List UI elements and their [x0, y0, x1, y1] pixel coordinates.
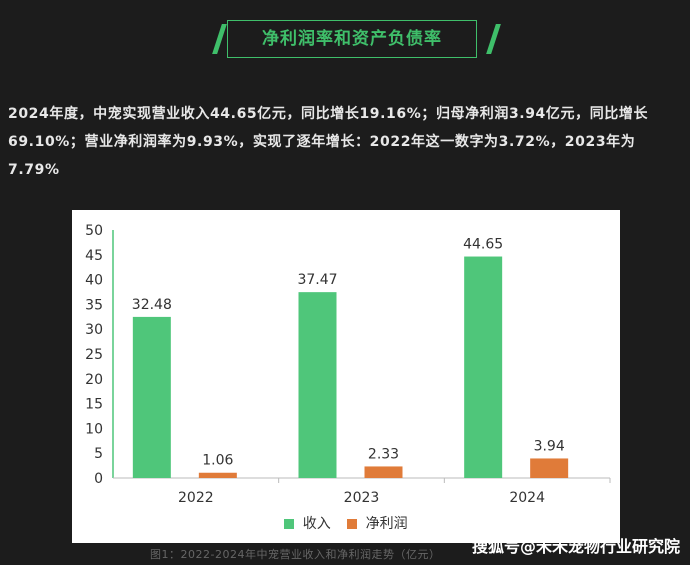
banner-frame — [227, 20, 477, 58]
y-tick-label: 40 — [85, 273, 103, 289]
chart-legend: 收入 净利润 — [72, 513, 620, 533]
chart-card: 0 5 10 15 20 25 30 35 40 45 50 2022 32.48 1.06 2023 37.… — [72, 210, 620, 543]
x-tick-label: 2022 — [178, 490, 214, 506]
y-tick-label: 10 — [85, 421, 103, 437]
profit-bar — [198, 472, 237, 478]
revenue-value-label: 32.48 — [132, 297, 172, 313]
profit-value-label: 2.33 — [368, 446, 399, 462]
left-slash-decoration — [212, 24, 227, 54]
legend-item-profit: 净利润 — [347, 513, 408, 533]
figure-caption: 图1：2022-2024年中宠营业收入和净利润走势（亿元） — [150, 548, 441, 561]
y-tick-label: 45 — [85, 248, 103, 264]
profit-value-label: 1.06 — [202, 453, 233, 469]
y-tick-label: 25 — [85, 347, 103, 363]
x-tick-label: 2023 — [344, 490, 380, 506]
section-title: 净利润率和资产负债率 — [262, 29, 442, 49]
intro-paragraph: 2024年度，中宠实现营业收入44.65亿元，同比增长19.16%；归母净利润3… — [8, 106, 649, 178]
legend-label-revenue: 收入 — [302, 516, 331, 532]
profit-bar — [530, 458, 569, 478]
y-tick-label: 50 — [85, 223, 103, 239]
source-watermark: 搜狐号@禾禾宠物行业研究院 — [471, 537, 680, 556]
legend-item-revenue: 收入 — [284, 513, 331, 533]
x-tick-label: 2024 — [509, 490, 545, 506]
y-tick-label: 0 — [94, 471, 103, 487]
legend-swatch-profit — [347, 519, 358, 529]
legend-swatch-revenue — [284, 519, 295, 529]
profit-bar — [364, 466, 403, 478]
revenue-value-label: 44.65 — [463, 237, 503, 253]
section-banner: 净利润率和资产负债率 — [212, 18, 501, 62]
y-tick-label: 15 — [85, 397, 103, 413]
profit-value-label: 3.94 — [534, 438, 565, 454]
y-tick-label: 30 — [85, 322, 103, 338]
y-tick-label: 5 — [94, 446, 103, 462]
revenue-bar — [132, 316, 171, 478]
revenue-value-label: 37.47 — [297, 272, 337, 288]
revenue-bar — [464, 256, 503, 478]
revenue-bar — [298, 292, 337, 478]
y-tick-label: 20 — [85, 372, 103, 388]
legend-label-profit: 净利润 — [365, 516, 408, 532]
bar-chart: 0 5 10 15 20 25 30 35 40 45 50 2022 32.48 1.06 2023 37.… — [85, 223, 611, 506]
y-tick-label: 35 — [85, 297, 103, 313]
right-slash-decoration — [486, 24, 501, 54]
